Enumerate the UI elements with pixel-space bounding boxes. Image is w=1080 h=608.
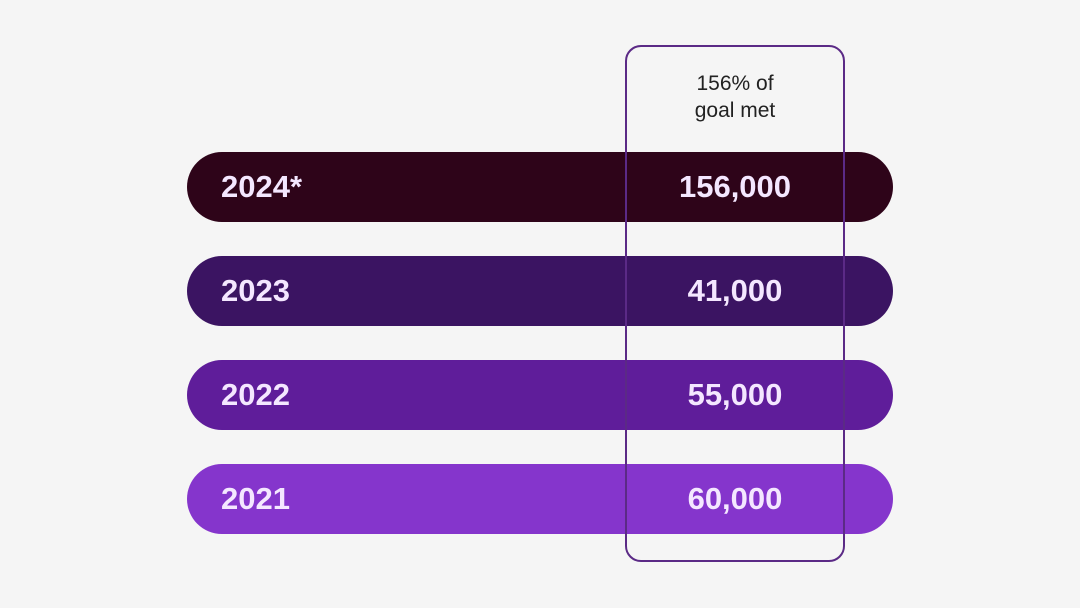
highlight-column-label: 156% of goal met	[625, 70, 845, 124]
table-row: 2021 60,000	[187, 464, 893, 534]
row-value-label: 41,000	[687, 273, 783, 308]
row-value-label: 156,000	[678, 169, 792, 204]
row-value-label: 55,000	[687, 377, 783, 412]
row-year-label: 2022	[221, 377, 290, 412]
row-year-label: 2023	[221, 273, 290, 308]
table-row: 2024* 156,000	[187, 152, 893, 222]
row-year-label: 2021	[221, 481, 290, 516]
row-year-label: 2024*	[221, 169, 303, 204]
table-row: 2023 41,000	[187, 256, 893, 326]
row-value-label: 60,000	[687, 481, 783, 516]
highlight-column-label-line-1: 156% of	[696, 72, 774, 95]
highlight-column-label-line-2: goal met	[694, 99, 776, 122]
table-row: 2022 55,000	[187, 360, 893, 430]
